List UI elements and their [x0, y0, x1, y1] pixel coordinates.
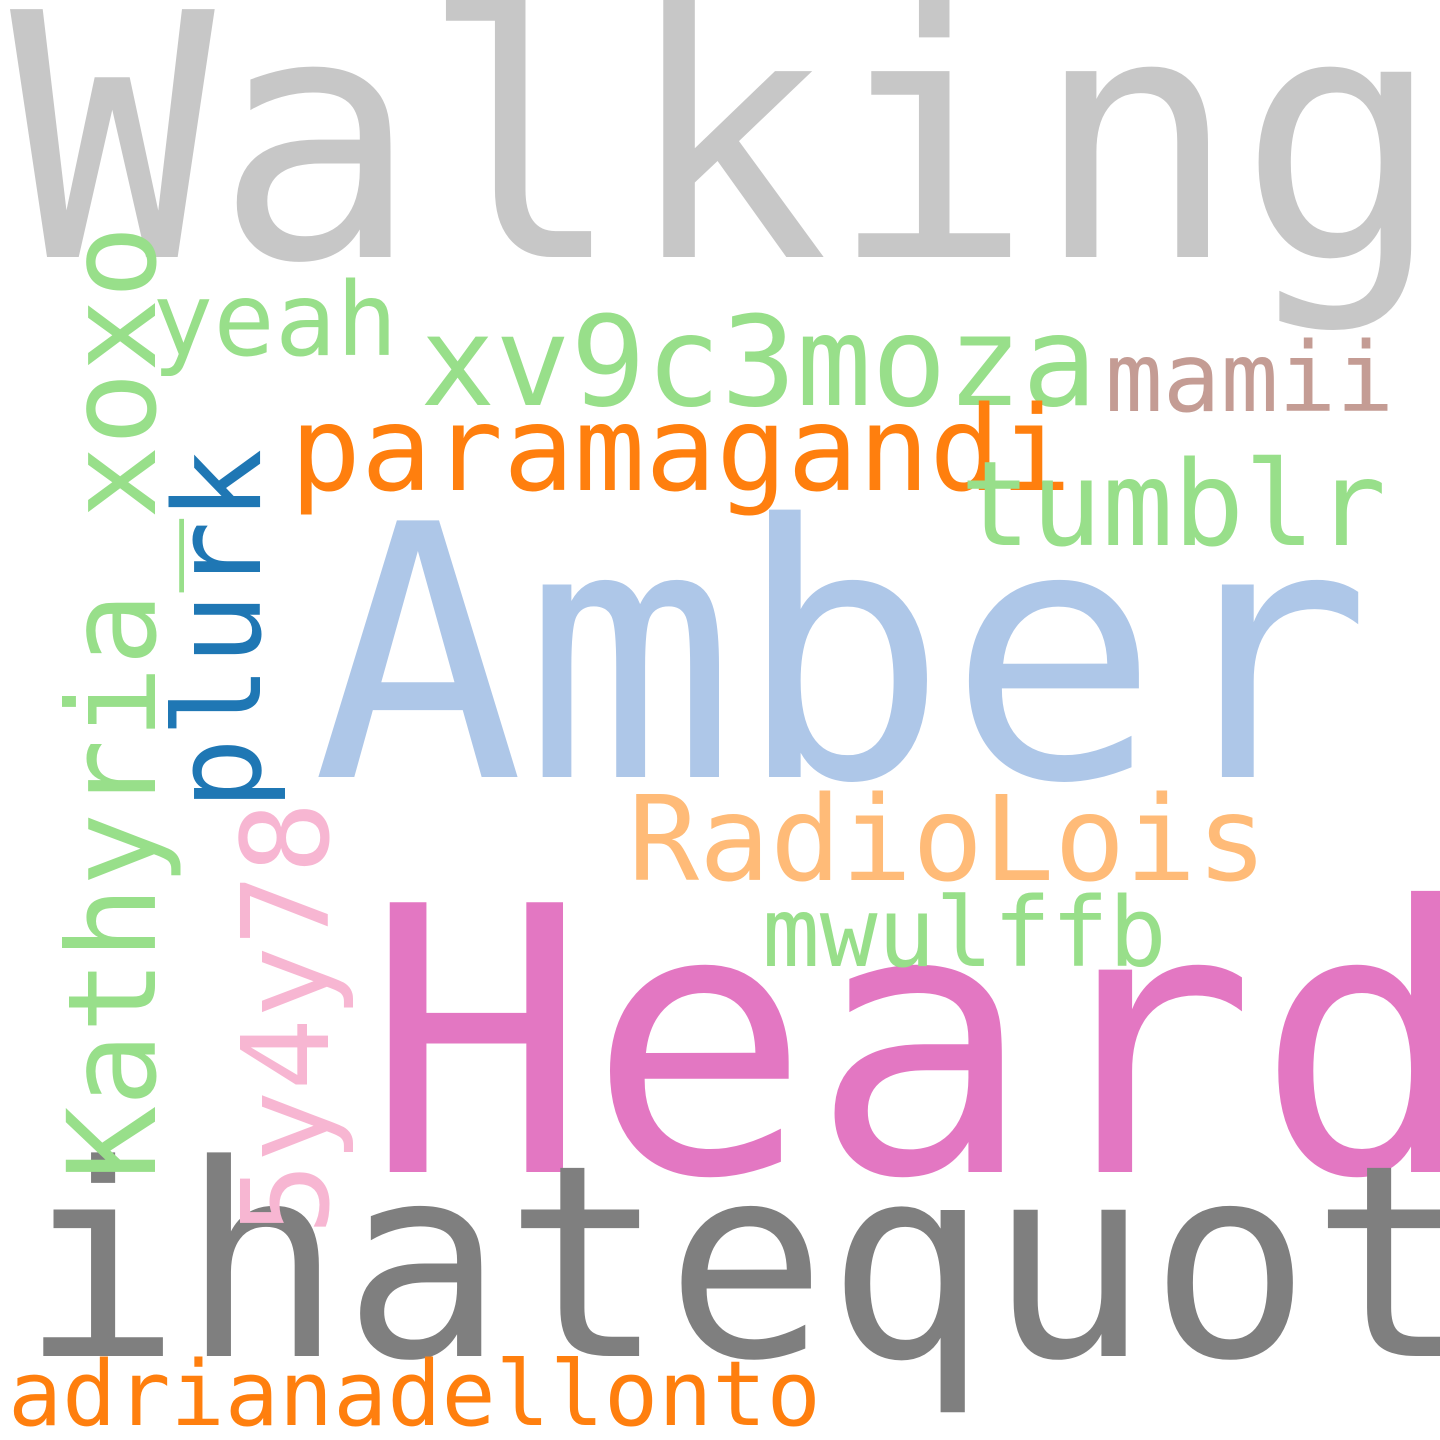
word-mamii: mamii	[1105, 322, 1394, 434]
word-yeah: yeah	[152, 261, 398, 380]
word-ihatequotes: ihatequotes	[20, 1108, 1440, 1420]
word-plurk: plurk	[150, 448, 289, 810]
word-mwulffb: mwulffb	[762, 877, 1167, 989]
word-xv9c3moza: xv9c3moza	[420, 290, 1098, 435]
word-adrianadellonto: adrianadellonto	[8, 1342, 821, 1440]
word-paramagandi: paramagandi	[290, 380, 1072, 518]
word-5y4y78: 5y4y78	[218, 801, 357, 1235]
word-amber: Amber	[312, 451, 1372, 861]
word-heard: Heard	[365, 830, 1440, 1260]
word-walking: Walking	[10, 0, 1440, 338]
word-radiolois: RadioLois	[628, 770, 1268, 908]
word-tumblr: tumblr	[960, 435, 1387, 573]
